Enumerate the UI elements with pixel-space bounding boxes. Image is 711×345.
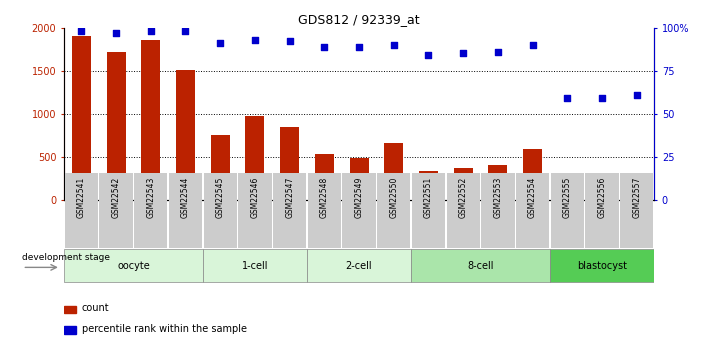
Text: blastocyst: blastocyst: [577, 261, 627, 270]
Bar: [350, 158, 368, 200]
FancyBboxPatch shape: [377, 172, 410, 248]
Point: [284, 39, 295, 44]
Bar: [419, 171, 438, 200]
Text: 1-cell: 1-cell: [242, 261, 268, 270]
Text: GSM22551: GSM22551: [424, 176, 433, 218]
Text: GSM22554: GSM22554: [528, 176, 537, 218]
Bar: [280, 127, 299, 200]
Bar: [64, 306, 76, 313]
Bar: [210, 135, 230, 200]
FancyBboxPatch shape: [550, 249, 654, 282]
FancyBboxPatch shape: [64, 249, 203, 282]
Text: percentile rank within the sample: percentile rank within the sample: [82, 324, 247, 334]
Text: GSM22548: GSM22548: [320, 176, 329, 218]
Text: GSM22544: GSM22544: [181, 176, 190, 218]
FancyBboxPatch shape: [238, 172, 272, 248]
FancyBboxPatch shape: [203, 249, 307, 282]
FancyBboxPatch shape: [307, 249, 411, 282]
Point: [457, 51, 469, 56]
FancyBboxPatch shape: [620, 172, 653, 248]
Text: GSM22552: GSM22552: [459, 176, 468, 218]
Text: GSM22543: GSM22543: [146, 176, 155, 218]
Bar: [315, 155, 334, 200]
Bar: [107, 52, 126, 200]
Bar: [558, 193, 577, 200]
Point: [110, 30, 122, 36]
Point: [319, 44, 330, 49]
Point: [388, 42, 400, 48]
Bar: [523, 149, 542, 200]
Bar: [64, 326, 76, 334]
FancyBboxPatch shape: [273, 172, 306, 248]
Point: [423, 52, 434, 58]
FancyBboxPatch shape: [447, 172, 480, 248]
Text: GSM22541: GSM22541: [77, 176, 86, 218]
FancyBboxPatch shape: [343, 172, 375, 248]
FancyBboxPatch shape: [203, 172, 237, 248]
Text: GSM22553: GSM22553: [493, 176, 503, 218]
FancyBboxPatch shape: [169, 172, 202, 248]
Point: [597, 96, 608, 101]
Point: [75, 28, 87, 34]
Bar: [176, 70, 195, 200]
FancyBboxPatch shape: [308, 172, 341, 248]
Point: [492, 49, 503, 55]
Text: GSM22545: GSM22545: [215, 176, 225, 218]
FancyBboxPatch shape: [481, 172, 515, 248]
Text: GSM22550: GSM22550: [389, 176, 398, 218]
Text: GSM22556: GSM22556: [597, 176, 606, 218]
Point: [180, 28, 191, 34]
Bar: [592, 193, 611, 200]
FancyBboxPatch shape: [100, 172, 133, 248]
Bar: [245, 116, 264, 200]
Text: GSM22549: GSM22549: [355, 176, 363, 218]
Title: GDS812 / 92339_at: GDS812 / 92339_at: [298, 13, 420, 27]
Bar: [141, 40, 160, 200]
FancyBboxPatch shape: [412, 172, 445, 248]
Bar: [488, 165, 508, 200]
FancyBboxPatch shape: [516, 172, 550, 248]
FancyBboxPatch shape: [585, 172, 619, 248]
Text: GSM22547: GSM22547: [285, 176, 294, 218]
Point: [562, 96, 573, 101]
Text: GSM22542: GSM22542: [112, 176, 121, 218]
Text: oocyte: oocyte: [117, 261, 150, 270]
FancyBboxPatch shape: [551, 172, 584, 248]
Text: GSM22546: GSM22546: [250, 176, 260, 218]
Point: [250, 37, 261, 42]
Bar: [627, 193, 646, 200]
Point: [527, 42, 538, 48]
Text: 2-cell: 2-cell: [346, 261, 373, 270]
FancyBboxPatch shape: [134, 172, 167, 248]
Text: GSM22555: GSM22555: [563, 176, 572, 218]
Point: [631, 92, 643, 98]
Text: development stage: development stage: [22, 253, 110, 262]
Text: GSM22557: GSM22557: [632, 176, 641, 218]
Bar: [384, 143, 403, 200]
FancyBboxPatch shape: [411, 249, 550, 282]
Point: [353, 44, 365, 49]
Point: [145, 28, 156, 34]
Bar: [454, 168, 473, 200]
Text: 8-cell: 8-cell: [467, 261, 494, 270]
Point: [215, 40, 226, 46]
Text: count: count: [82, 303, 109, 313]
Bar: [72, 36, 91, 200]
FancyBboxPatch shape: [65, 172, 98, 248]
